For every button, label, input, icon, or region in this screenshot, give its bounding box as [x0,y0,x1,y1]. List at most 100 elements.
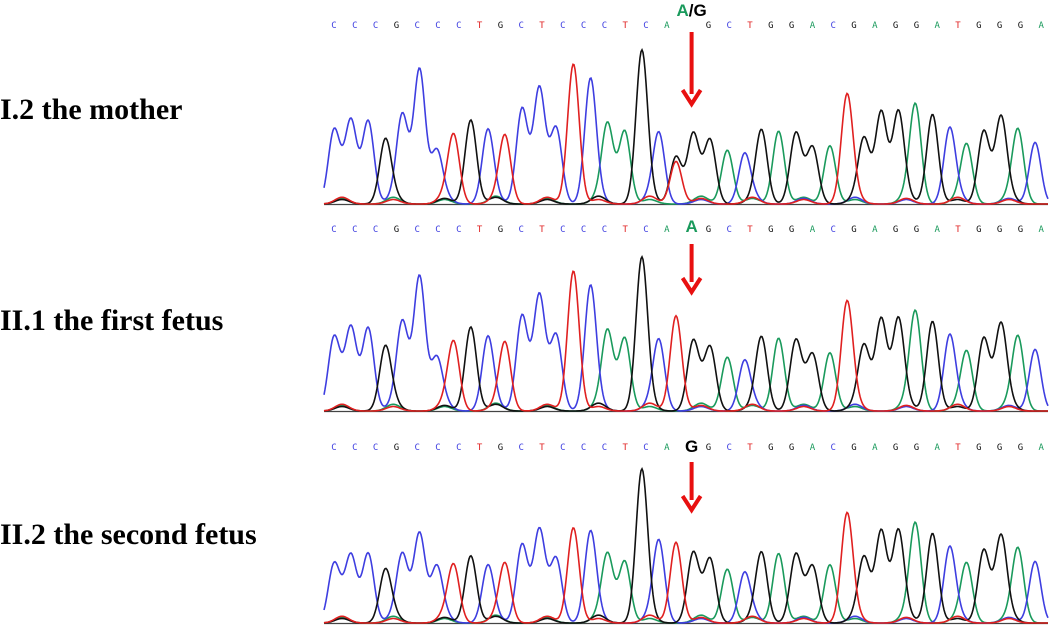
sequence-base: A [934,225,940,235]
sequence-base: C [726,21,731,31]
sequence-base: G [1018,225,1023,235]
sequence-base: A [664,21,670,31]
sequence-base: T [955,443,961,453]
sequence-base: C [560,21,565,31]
sequence-base: C [518,225,523,235]
arrow-head [680,88,703,108]
sequence-base: C [560,443,565,453]
chromatogram-panel: C C C G C C C T G C T C C C T C A G C T G G A C G A G G A T G G G AA [323,217,1049,413]
sequence-base: C [373,225,378,235]
sequence-base: C [726,225,731,235]
sequence-base: T [747,443,753,453]
sequence-base: A [934,443,940,453]
sequence-base: C [830,225,835,235]
sequence-base: C [560,225,565,235]
arrow-head [680,494,703,514]
sequence-base: C [352,225,357,235]
sequence-base: C [830,443,835,453]
sequence-base: C [373,443,378,453]
panel-label-first-fetus: II.1 the first fetus [0,304,224,337]
sequence-base: G [394,21,399,31]
variant-call-second: G [693,1,706,20]
sequence-base: A [664,443,670,453]
sequence-base: G [789,225,794,235]
sequence-base: G [768,443,773,453]
sequence-base: C [331,21,336,31]
sequence-base: C [435,225,440,235]
variant-call-first: A [676,1,688,20]
sequence-base: G [997,21,1002,31]
sequence-base: C [352,21,357,31]
sequence-base: A [810,225,816,235]
sequence-base: C [331,225,336,235]
sequence-base: T [747,225,753,235]
sequence-base: C [456,225,461,235]
trace-t [323,63,1048,205]
sequence-base: C [456,443,461,453]
sequence-base: A [664,225,670,235]
sequence-base: G [893,225,898,235]
sequence-base: G [976,443,981,453]
sequence-base: C [581,21,586,31]
variant-call-second: G [685,437,698,456]
sequence-base: C [518,443,523,453]
sequence-base: T [477,443,483,453]
sequence-base: C [581,443,586,453]
variant-call-first: A [685,217,697,236]
sequence-base: G [706,443,711,453]
sequence-base: C [726,443,731,453]
sequence-base: C [602,21,607,31]
sequence-base: G [789,21,794,31]
sequence-base: A [810,443,816,453]
sequence-base: A [872,225,878,235]
sequence-base: A [1038,443,1044,453]
sequence-base: C [643,225,648,235]
trace-g [324,48,1048,205]
sequence-base: A [1038,21,1044,31]
sequence-base: T [747,21,753,31]
panel-label-second-fetus: II.2 the second fetus [0,518,257,551]
variant-call: A/G [676,1,706,20]
sequence-base: C [643,21,648,31]
sequence-base: T [622,21,628,31]
sequence-base: G [394,443,399,453]
variant-call-separator: / [689,1,694,20]
sequence-base: C [352,443,357,453]
panel-label-mother: I.2 the mother [0,93,183,126]
sequence-base: G [997,225,1002,235]
sequence-base: C [830,21,835,31]
sequence-base: C [602,225,607,235]
sequence-base: T [477,21,483,31]
sequence-base: C [373,21,378,31]
sequence-base: A [1038,225,1044,235]
sequence-base: C [331,443,336,453]
sequence-base: G [914,21,919,31]
sequence-base: C [518,21,523,31]
sequence-base: G [706,21,711,31]
sequence-base: T [539,443,545,453]
sequence-base: C [643,443,648,453]
sequence-base: G [394,225,399,235]
chromatogram-panel: C C C G C C C T G C T C C C T C A G C T G G A C G A G G A T G G G AG [323,437,1049,625]
sequence-base: G [768,21,773,31]
sequence-base: G [498,21,503,31]
sequence-base: T [477,225,483,235]
sequence-base: C [414,21,419,31]
sequence-base: A [810,21,816,31]
sequence-base: G [498,225,503,235]
trace-g [324,467,1048,624]
sequence-base: C [414,225,419,235]
sequence-base: A [872,21,878,31]
sequence-base: G [914,443,919,453]
sequence-base: G [851,21,856,31]
sequence-base: A [872,443,878,453]
sequence-base: C [435,443,440,453]
sequence-base: G [893,443,898,453]
sequence-base: G [976,21,981,31]
sequence-base: G [498,443,503,453]
sequence-base: G [851,225,856,235]
sequence-base: T [955,225,961,235]
sequence-base: T [955,21,961,31]
sequence-base: G [768,225,773,235]
